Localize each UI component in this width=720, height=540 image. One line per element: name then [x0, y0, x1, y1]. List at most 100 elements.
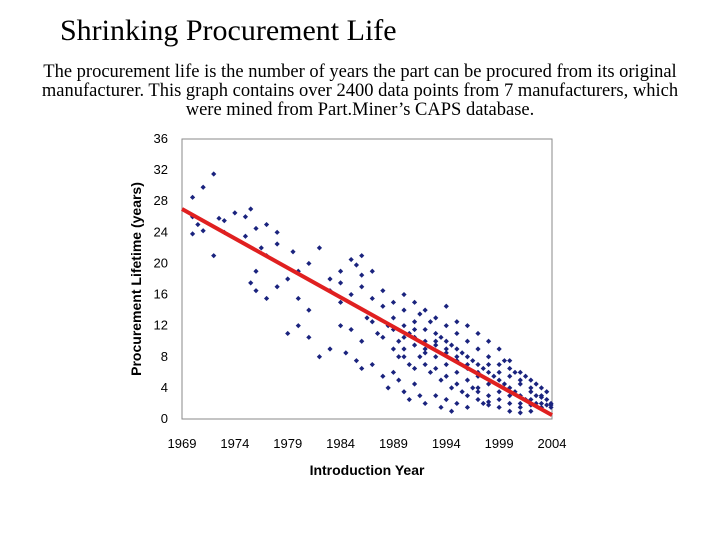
data-point	[348, 291, 354, 298]
data-point	[517, 377, 523, 383]
data-point	[248, 280, 254, 286]
data-point	[258, 245, 264, 251]
data-point	[517, 404, 523, 410]
data-point	[438, 404, 444, 410]
data-point	[422, 307, 428, 313]
data-point	[396, 338, 402, 344]
data-point	[380, 288, 386, 294]
data-point	[401, 354, 407, 360]
data-point	[353, 358, 360, 364]
data-point	[390, 315, 397, 321]
data-point	[475, 396, 481, 403]
data-point	[327, 276, 333, 282]
data-point	[496, 396, 502, 403]
data-point	[475, 361, 481, 368]
data-point	[411, 342, 418, 348]
data-point	[512, 369, 518, 375]
data-point	[496, 404, 502, 410]
data-point	[195, 221, 201, 228]
data-point	[295, 295, 301, 302]
data-point	[528, 396, 534, 403]
x-tick-label: 1989	[379, 436, 408, 451]
data-point	[359, 284, 365, 290]
data-point	[390, 299, 397, 305]
data-point	[274, 241, 280, 247]
data-point	[189, 231, 196, 237]
data-point	[306, 260, 312, 267]
data-point	[374, 330, 381, 337]
data-point	[485, 338, 492, 344]
data-point	[427, 369, 434, 375]
data-point	[316, 245, 323, 251]
data-point	[359, 272, 365, 278]
data-point	[433, 342, 439, 348]
y-tick-label: 12	[154, 318, 168, 333]
x-tick-label: 1984	[326, 436, 355, 451]
data-point	[464, 377, 471, 383]
x-tick-label: 1969	[168, 436, 197, 451]
data-point	[538, 393, 545, 399]
data-point	[411, 299, 418, 305]
data-point	[443, 346, 449, 352]
data-point	[406, 396, 412, 403]
data-point	[411, 326, 418, 333]
data-point	[380, 303, 386, 309]
y-tick-label: 20	[154, 255, 168, 270]
data-point	[406, 361, 412, 368]
data-point	[253, 225, 259, 232]
data-point	[380, 373, 386, 379]
data-point	[369, 361, 375, 368]
data-point	[242, 233, 249, 239]
data-point	[274, 229, 280, 235]
data-point	[544, 389, 550, 395]
data-point	[411, 381, 418, 387]
data-point	[454, 369, 460, 375]
data-point	[485, 402, 492, 408]
data-point	[306, 307, 312, 313]
data-point	[369, 319, 375, 325]
data-point	[285, 330, 291, 337]
data-point	[411, 319, 418, 325]
data-point	[189, 194, 196, 200]
data-point	[369, 268, 375, 274]
data-point	[401, 334, 407, 340]
plot-area-frame	[181, 138, 553, 420]
data-point	[533, 381, 539, 387]
data-point	[464, 361, 471, 368]
data-point	[507, 400, 513, 407]
slide-description: The procurement life is the number of ye…	[41, 62, 679, 120]
data-point	[544, 396, 550, 403]
data-point	[448, 408, 455, 414]
data-point	[475, 346, 481, 352]
data-point	[401, 307, 407, 313]
y-tick-label: 0	[161, 411, 168, 426]
data-point	[359, 253, 365, 259]
data-point	[401, 389, 407, 395]
data-point	[464, 338, 471, 344]
data-point	[427, 319, 434, 325]
data-point	[359, 365, 365, 372]
data-point	[200, 184, 206, 190]
data-point	[448, 385, 455, 391]
y-tick-label: 36	[154, 131, 168, 146]
data-point	[485, 354, 492, 360]
data-point	[496, 346, 502, 352]
data-point	[544, 402, 550, 408]
data-point	[274, 284, 280, 290]
data-point	[475, 389, 481, 395]
data-point	[507, 408, 513, 414]
y-tick-label: 32	[154, 162, 168, 177]
data-point	[253, 288, 259, 294]
data-point	[475, 330, 481, 337]
data-point	[443, 338, 449, 344]
data-point	[422, 326, 428, 333]
data-point	[337, 299, 344, 305]
data-point	[200, 228, 206, 234]
x-axis-ticks: 1969 1974 1979 1984 1989 1994 1999 2004	[168, 436, 567, 451]
data-point	[396, 354, 402, 360]
data-point	[507, 373, 513, 379]
data-point	[454, 400, 460, 407]
data-point	[517, 410, 523, 416]
x-axis-label: Introduction Year	[310, 462, 425, 478]
